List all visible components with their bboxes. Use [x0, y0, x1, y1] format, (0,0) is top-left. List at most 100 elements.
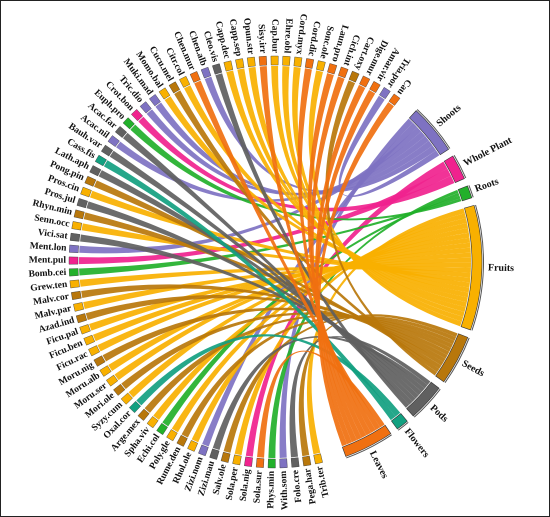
- species-arc-sola-sur: [255, 457, 265, 468]
- species-label: Grew.ten: [30, 280, 69, 294]
- species-arc-salv-ole: [220, 451, 231, 463]
- ribbon-chen-mur-to-leaves: [194, 80, 381, 431]
- ribbon-pega-har-to-seeds: [298, 314, 458, 457]
- part-label-pods: Pods: [428, 403, 451, 425]
- species-label: Cap.bur: [269, 19, 279, 54]
- species-arc-ficu-pal: [79, 324, 91, 335]
- species-label: Bomb.cei: [28, 268, 67, 280]
- species-arc-cass-fis: [94, 154, 107, 167]
- species-label: Folo.cre: [291, 469, 304, 503]
- part-arc-fruits: [460, 205, 483, 331]
- part-arc-roots: [457, 185, 473, 202]
- species-arc-grew-ten: [69, 279, 80, 289]
- species-label: Vici.sat: [37, 228, 69, 242]
- species-arc-opun-str: [246, 56, 256, 68]
- species-arc-tric-dio: [139, 101, 152, 114]
- species-arc-zizi-mau: [209, 448, 220, 460]
- species-arc-spha-viv: [146, 416, 159, 429]
- species-arc-ficu-ben: [83, 334, 96, 346]
- species-arc-bomb-cei: [68, 268, 79, 277]
- ribbon-tria-por-to-shoots: [338, 95, 440, 198]
- species-arc-cord-dic: [304, 58, 315, 69]
- part-arc-rim-seeds: [444, 337, 470, 383]
- ribbon-dige-mur-to-leaves: [315, 84, 366, 443]
- ribbon-rhyn-min-to-seeds: [83, 212, 444, 366]
- ribbon-malv-cor-to-seeds: [81, 284, 446, 363]
- species-label: Ehre.obl: [281, 18, 293, 54]
- species-arc-pong-pin: [84, 175, 97, 187]
- species-arc-syzy-cum: [120, 392, 133, 405]
- species-arc-senn-occ: [71, 221, 83, 231]
- species-arc-acac-far: [114, 126, 128, 138]
- species-arc-momo-bal: [158, 87, 171, 100]
- species-arc-zizi-nom: [198, 444, 209, 457]
- species-arc-vici-sat: [69, 232, 81, 242]
- species-arc-bauh-var: [101, 144, 114, 157]
- ribbon-tric-dio-to-shoots: [146, 109, 429, 196]
- species-arc-folo-cre: [290, 457, 300, 468]
- species-label: Ment.pul: [29, 255, 67, 265]
- species-arc-rume-den: [176, 434, 188, 447]
- species-label: Trib.ter: [315, 464, 332, 498]
- part-arc-rim-roots: [468, 185, 474, 198]
- ribbon-bauh-var-to-pods: [109, 150, 416, 402]
- species-arc-ment-pul: [68, 256, 79, 265]
- arc-layer: [68, 55, 485, 469]
- species-label: Opun.str: [241, 17, 255, 55]
- ribbon-ment-lon-to-shoots: [79, 127, 422, 254]
- species-label: With.som: [279, 471, 291, 511]
- species-arc-with-som: [279, 458, 288, 469]
- part-label-leaves: Leaves: [367, 449, 390, 480]
- species-arc-muki-mad: [149, 94, 161, 107]
- species-arc-cord-myx: [293, 56, 303, 67]
- part-label-flowers: Flowers: [402, 426, 432, 460]
- ribbon-bomb-cei-to-roots: [79, 195, 461, 276]
- species-arc-phys-min: [267, 458, 276, 469]
- part-arc-rim-flowers: [397, 421, 409, 431]
- species-arc-laun-pro: [327, 63, 338, 75]
- species-arc-chen-alb: [200, 66, 212, 79]
- species-arc-chen-mur: [189, 71, 201, 83]
- ribbon-salv-ole-to-seeds: [223, 315, 457, 453]
- species-arc-capp-sep: [235, 58, 245, 69]
- species-arc-acac-nil: [107, 135, 120, 147]
- species-label: Sola.nig: [239, 468, 253, 502]
- species-arc-sola-nig: [244, 456, 253, 467]
- species-arc-ficu-rac: [88, 345, 100, 357]
- species-arc-pros-cin: [80, 186, 92, 198]
- species-arc-amar-vir: [369, 81, 381, 93]
- ribbon-senn-occ-to-fruits: [81, 223, 471, 278]
- species-arc-capp-dec: [223, 60, 234, 72]
- part-arc-rim-whole-plant: [453, 155, 467, 179]
- part-arc-whole-plant: [443, 155, 465, 183]
- species-label: Ment.lon: [29, 241, 67, 253]
- part-arc-rim-shoots: [416, 109, 451, 149]
- species-arc-moru-nig: [93, 355, 106, 367]
- part-label-fruits: Fruits: [488, 262, 515, 274]
- species-arc-cart-oxy: [348, 70, 360, 83]
- species-arc-azad-ind: [75, 313, 88, 324]
- species-arc-dige-mur: [359, 75, 371, 88]
- species-arc-cucu-mel: [168, 81, 181, 94]
- species-label: Sisy.irr: [256, 24, 268, 55]
- part-label-roots: Roots: [473, 176, 500, 195]
- species-label: Phys.min: [266, 470, 277, 509]
- species-arc-sonc-ole: [316, 60, 326, 72]
- species-arc-mori-ole: [113, 383, 126, 396]
- species-label: Sola.sur: [252, 469, 264, 503]
- species-arc-ehre-obl: [282, 55, 291, 66]
- species-arc-lath-aph: [89, 165, 102, 177]
- ribbon-moru-nig-to-seeds: [102, 307, 450, 362]
- ribbon-pong-pin-to-seeds: [94, 180, 442, 369]
- species-arc-citr-col: [179, 75, 191, 88]
- species-arc-arge-mex: [137, 408, 150, 421]
- part-arc-shoots: [408, 110, 450, 156]
- part-label-seeds: Seeds: [460, 358, 486, 379]
- species-arc-malv-cor: [71, 290, 82, 301]
- species-arc-cich-int: [338, 66, 349, 79]
- species-arc-cap-bur: [270, 55, 279, 66]
- species-arc-pega-har: [302, 455, 312, 467]
- species-label: Cord.myx: [294, 13, 309, 55]
- species-arc-tria-por: [379, 87, 391, 100]
